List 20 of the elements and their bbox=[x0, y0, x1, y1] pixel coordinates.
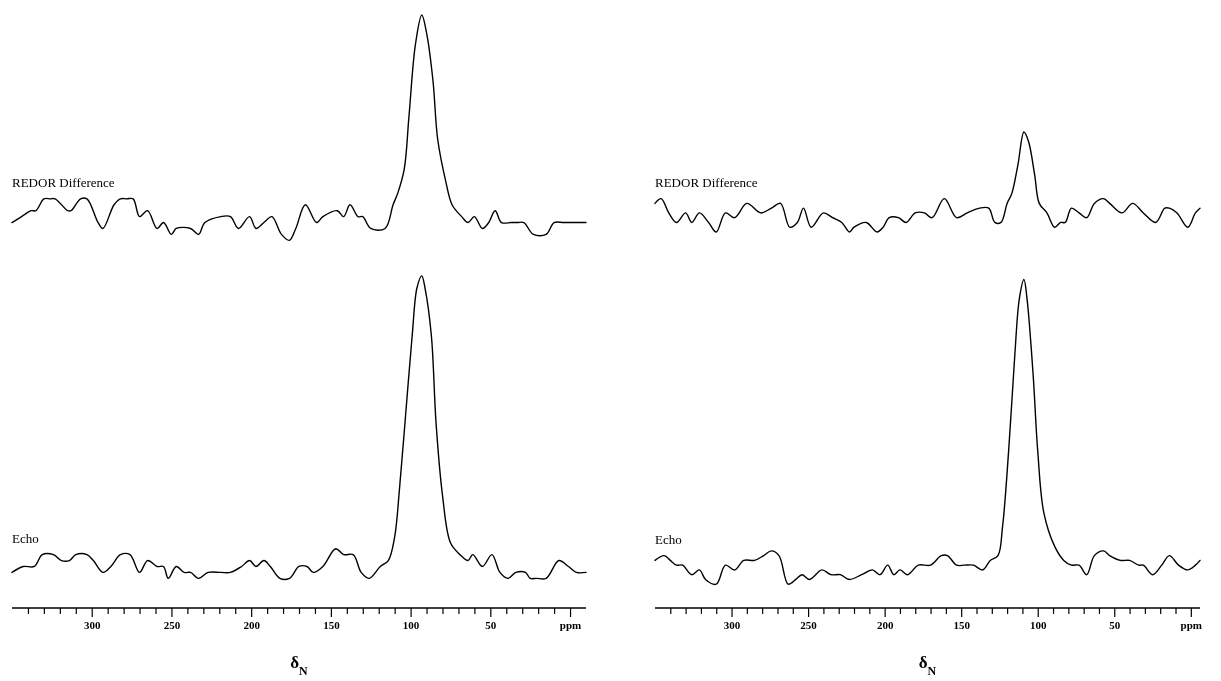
x-tick-label: 200 bbox=[876, 618, 894, 631]
series-label: Echo bbox=[12, 530, 39, 546]
series-label: Echo bbox=[655, 531, 682, 547]
series-label: REDOR Difference bbox=[655, 174, 758, 190]
x-tick-label: 150 bbox=[953, 618, 971, 631]
x-tick-label: 100 bbox=[402, 618, 420, 631]
x-tick-label: ppm bbox=[559, 618, 582, 631]
x-tick-label: 50 bbox=[1109, 618, 1121, 631]
x-axis-title: δ$_{N}$ bbox=[918, 653, 937, 678]
x-tick-label: 100 bbox=[1029, 618, 1047, 631]
x-tick-label: 50 bbox=[485, 618, 497, 631]
x-tick-label: 250 bbox=[800, 618, 818, 631]
series-label: REDOR Difference bbox=[12, 174, 115, 190]
x-tick-label: 250 bbox=[163, 618, 181, 631]
x-tick-label: 200 bbox=[243, 618, 261, 631]
x-axis-title: δ$_{N}$ bbox=[290, 653, 309, 678]
x-tick-label: 300 bbox=[83, 618, 101, 631]
x-tick-label: 150 bbox=[323, 618, 341, 631]
x-tick-label: ppm bbox=[1180, 618, 1203, 631]
x-tick-label: 300 bbox=[723, 618, 741, 631]
